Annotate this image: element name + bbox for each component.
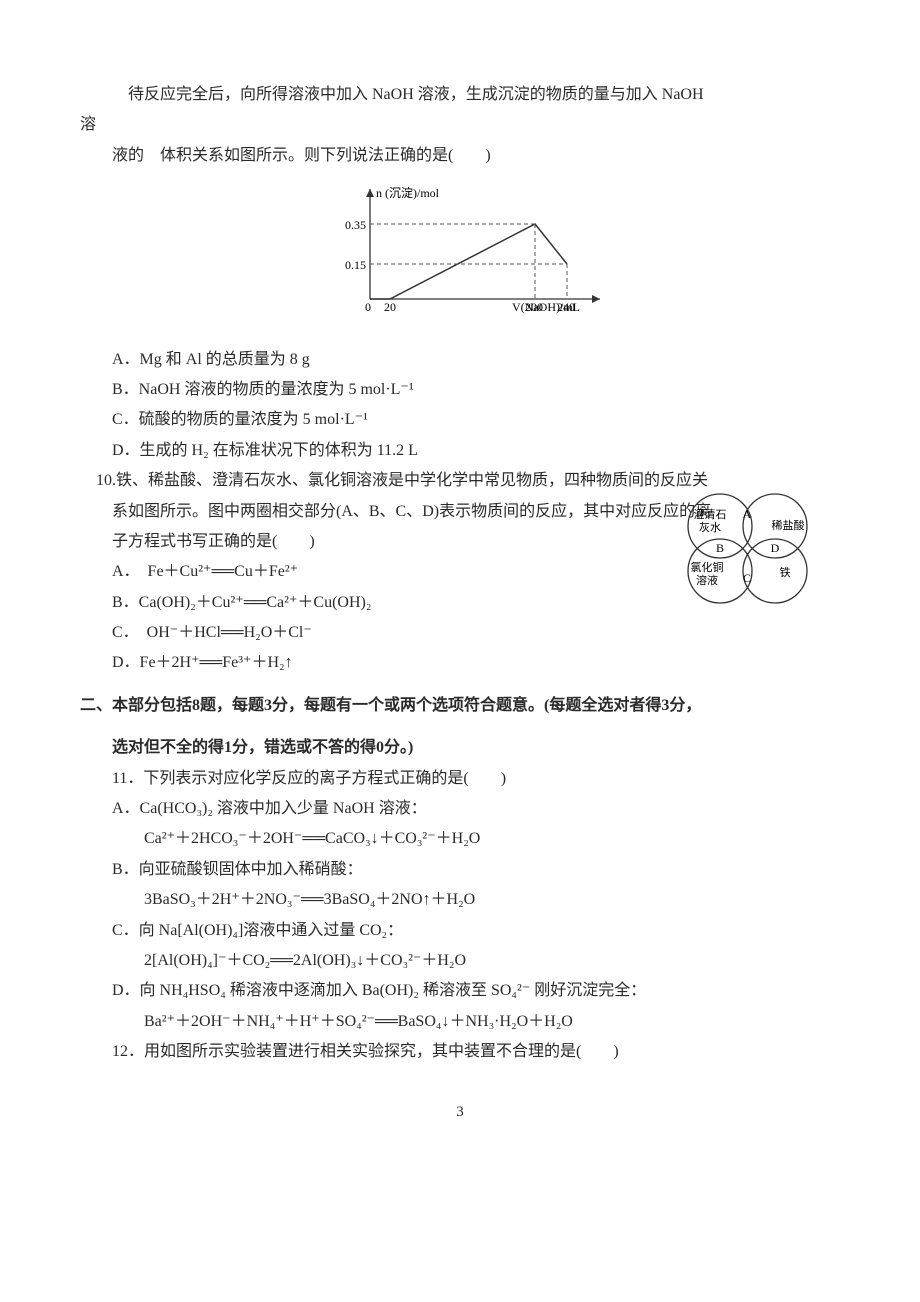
- svg-text:溶液: 溶液: [696, 573, 718, 587]
- q9-stem-line2: 溶: [80, 110, 840, 140]
- venn-D: D: [771, 541, 780, 555]
- q9-x-20: 20: [384, 300, 396, 314]
- q9-stem-line1: 待反应完全后，向所得溶液中加入 NaOH 溶液，生成沉淀的物质的量与加入 NaO…: [80, 80, 840, 110]
- svg-text:澄清石: 澄清石: [694, 507, 727, 521]
- svg-text:灰水: 灰水: [699, 520, 721, 534]
- q9-ylabel: n (沉淀)/mol: [376, 186, 440, 200]
- q9-y-015: 0.15: [345, 258, 366, 272]
- page-number: 3: [80, 1098, 840, 1127]
- venn-br: 铁: [780, 566, 791, 579]
- q10-venn: 澄清石 灰水 稀盐酸 氯化铜 溶液 铁 A B C D: [665, 476, 830, 627]
- q10-block: 10.铁、稀盐酸、澄清石灰水、氯化铜溶液是中学化学中常见物质，四种物质间的反应关…: [80, 466, 840, 679]
- q10-opt-d: D．Fe＋2H⁺══Fe³⁺＋H₂↑: [80, 648, 840, 678]
- q12-stem: 12．用如图所示实验装置进行相关实验探究，其中装置不合理的是( ): [80, 1037, 840, 1067]
- q9-y-035: 0.35: [345, 218, 366, 232]
- q11-D2: Ba²⁺＋2OH⁻＋NH₄⁺＋H⁺＋SO₄²⁻══BaSO₄↓＋NH₃·H₂O＋…: [80, 1007, 840, 1037]
- venn-A: A: [743, 507, 752, 521]
- exam-page: 待反应完全后，向所得溶液中加入 NaOH 溶液，生成沉淀的物质的量与加入 NaO…: [0, 0, 920, 1166]
- q11-C1: C．向 Na[Al(OH)₄]溶液中通入过量 CO₂：: [80, 916, 840, 946]
- q11-A2: Ca²⁺＋2HCO₃⁻＋2OH⁻══CaCO₃↓＋CO₃²⁻＋H₂O: [80, 824, 840, 854]
- section2-line1: 二、本部分包括8题，每题3分，每题有一个或两个选项符合题意。(每题全选对者得3分…: [80, 691, 840, 721]
- venn-C: C: [743, 571, 751, 585]
- q11-C2: 2[Al(OH)₄]⁻＋CO₂══2Al(OH)₃↓＋CO₃²⁻＋H₂O: [80, 946, 840, 976]
- section2-line2: 选对但不全的得1分，错选或不答的得0分。): [80, 733, 840, 763]
- q9-opt-b: B．NaOH 溶液的物质的量浓度为 5 mol·L⁻¹: [80, 375, 840, 405]
- q11-B1: B．向亚硫酸钡固体中加入稀硝酸：: [80, 855, 840, 885]
- svg-text:0: 0: [365, 300, 371, 314]
- q9-stem-line3: 液的 体积关系如图所示。则下列说法正确的是( ): [80, 141, 840, 171]
- venn-B: B: [716, 541, 724, 555]
- q9-chart-svg: 0.35 0.15 0 20 200 240 n (沉淀)/mol V(NaOH…: [310, 179, 610, 319]
- q11-stem: 11．下列表示对应化学反应的离子方程式正确的是( ): [80, 764, 840, 794]
- q11-A1: A．Ca(HCO₃)₂ 溶液中加入少量 NaOH 溶液：: [80, 794, 840, 824]
- q9-opt-c: C．硫酸的物质的量浓度为 5 mol·L⁻¹: [80, 405, 840, 435]
- venn-tr: 稀盐酸: [772, 518, 805, 532]
- q9-opt-a: A．Mg 和 Al 的总质量为 8 g: [80, 345, 840, 375]
- q9-xlabel: V(NaOH)/mL: [512, 300, 580, 314]
- svg-text:氯化铜: 氯化铜: [691, 560, 724, 574]
- q11-B2: 3BaSO₃＋2H⁺＋2NO₃⁻══3BaSO₄＋2NO↑＋H₂O: [80, 885, 840, 915]
- q9-opt-d: D．生成的 H₂ 在标准状况下的体积为 11.2 L: [80, 436, 840, 466]
- q11-D1: D．向 NH₄HSO₄ 稀溶液中逐滴加入 Ba(OH)₂ 稀溶液至 SO₄²⁻ …: [80, 976, 840, 1006]
- q9-chart: 0.35 0.15 0 20 200 240 n (沉淀)/mol V(NaOH…: [80, 179, 840, 330]
